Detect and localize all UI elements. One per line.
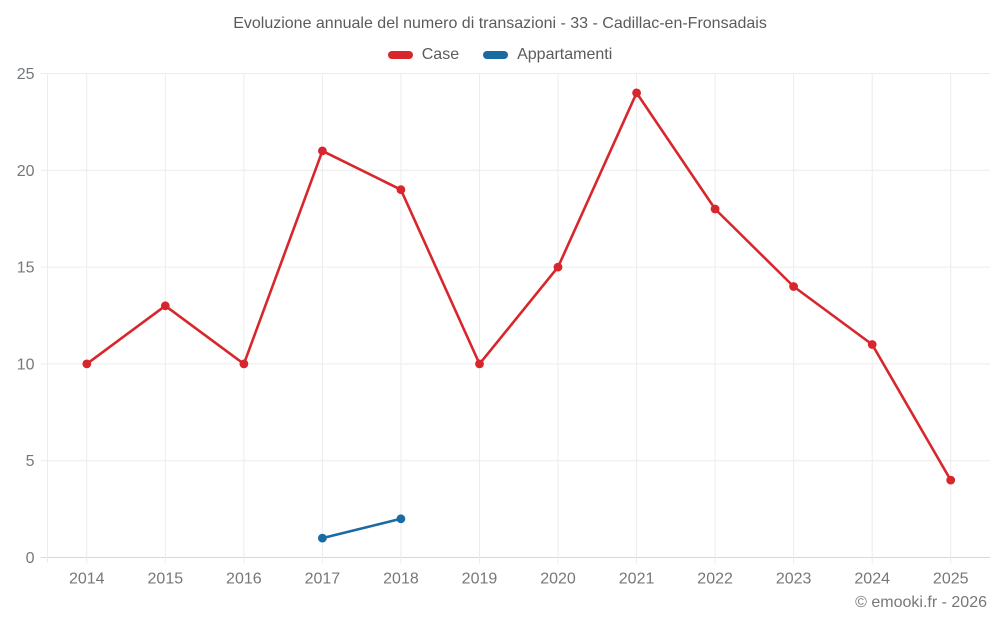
x-axis-label: 2017 xyxy=(305,571,341,588)
x-axis-label: 2015 xyxy=(148,571,184,588)
data-point-appartamenti[interactable] xyxy=(396,514,406,524)
x-axis-label: 2020 xyxy=(540,571,576,588)
data-point-appartamenti[interactable] xyxy=(318,533,327,543)
y-axis-label: 10 xyxy=(17,356,35,373)
x-axis-label: 2018 xyxy=(383,571,419,588)
legend-item-appartamenti[interactable]: Appartamenti xyxy=(483,46,612,64)
data-point-case[interactable] xyxy=(160,301,170,311)
data-point-case[interactable] xyxy=(396,185,406,195)
x-axis-label: 2019 xyxy=(462,571,498,588)
y-axis-label: 20 xyxy=(17,163,35,180)
series-line-case xyxy=(85,91,953,482)
copyright-note: © emooki.fr - 2026 xyxy=(855,594,987,611)
data-point-case[interactable] xyxy=(632,88,641,98)
x-axis-label: 2024 xyxy=(854,571,890,588)
x-axis-label: 2022 xyxy=(697,571,733,588)
x-axis-label: 2023 xyxy=(776,571,812,588)
legend-swatch-appartamenti xyxy=(483,51,509,59)
data-point-case[interactable] xyxy=(475,359,484,369)
legend: Case Appartamenti xyxy=(0,46,1000,64)
x-axis-label: 2021 xyxy=(619,571,655,588)
legend-swatch-case xyxy=(387,51,413,59)
legend-item-case[interactable]: Case xyxy=(387,46,460,64)
data-point-case[interactable] xyxy=(710,204,720,214)
data-point-case[interactable] xyxy=(82,359,92,369)
x-axis-label: 2014 xyxy=(69,571,105,588)
data-point-case[interactable] xyxy=(946,475,956,485)
data-point-case[interactable] xyxy=(553,262,563,272)
y-axis-label: 15 xyxy=(17,260,35,277)
data-point-case[interactable] xyxy=(867,340,877,349)
chart-title: Evoluzione annuale del numero di transaz… xyxy=(233,15,767,32)
y-axis-label: 0 xyxy=(26,550,35,567)
y-axis-label: 5 xyxy=(26,453,35,470)
y-axis-label: 25 xyxy=(17,66,35,83)
legend-label-appartamenti: Appartamenti xyxy=(517,46,613,63)
data-point-case[interactable] xyxy=(318,146,327,156)
series-line-appartamenti xyxy=(321,517,403,540)
legend-label-case: Case xyxy=(421,46,460,63)
data-point-case[interactable] xyxy=(789,282,798,291)
x-axis-label: 2016 xyxy=(226,571,262,588)
x-axis-label: 2025 xyxy=(933,571,969,588)
data-point-case[interactable] xyxy=(239,359,249,369)
